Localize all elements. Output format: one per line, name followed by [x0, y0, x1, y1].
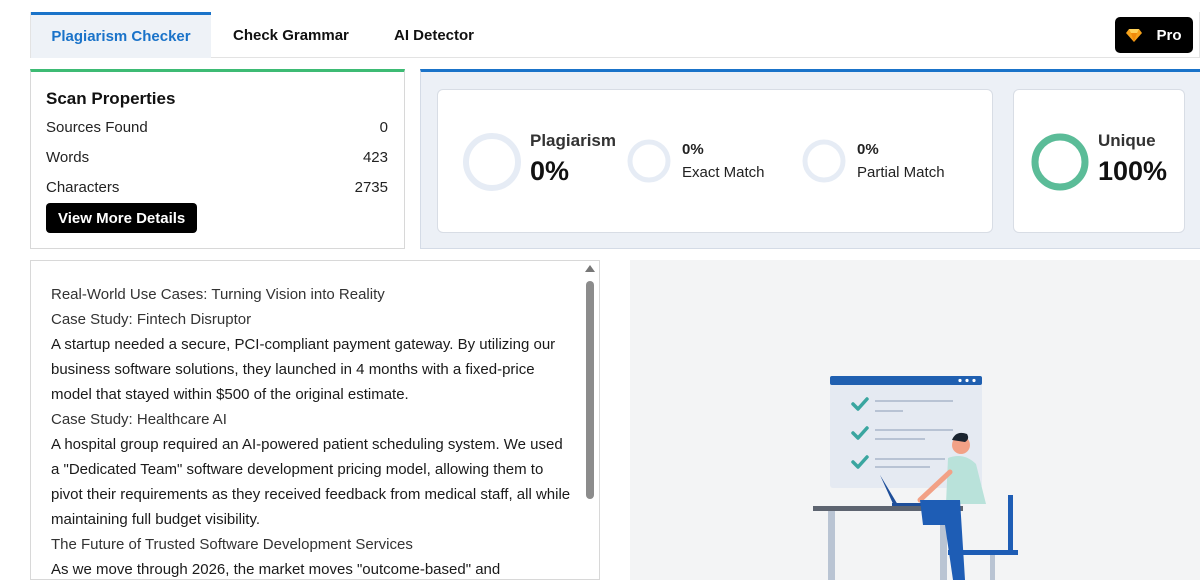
prop-row-words: Words 423 — [46, 149, 388, 166]
diamond-icon — [1126, 29, 1143, 42]
plagiarism-ring — [463, 133, 521, 191]
prop-row-sources: Sources Found 0 — [46, 119, 388, 136]
scan-properties-title: Scan Properties — [46, 89, 176, 108]
illustration-panel — [630, 260, 1200, 585]
text-content[interactable]: Real-World Use Cases: Turning Vision int… — [51, 282, 571, 579]
text-line: Case Study: Fintech Disruptor — [51, 311, 252, 328]
plagiarism-value: 0% — [530, 156, 570, 186]
scrollbar[interactable] — [583, 263, 597, 579]
prop-label: Sources Found — [46, 119, 148, 136]
prop-value: 423 — [362, 149, 388, 166]
text-line: As we move through 2026, the market move… — [51, 561, 501, 578]
exact-match-label: Exact Match — [682, 164, 765, 181]
plagiarism-card: Plagiarism 0% 0% Exact Match 0% Partial … — [437, 89, 993, 233]
text-line: A startup needed a secure, PCI-compliant… — [51, 336, 556, 403]
prop-value: 0 — [379, 119, 388, 136]
unique-label: Unique — [1098, 131, 1156, 150]
partial-match-label: Partial Match — [857, 164, 945, 181]
view-more-details-button[interactable]: View More Details — [46, 203, 198, 233]
tab-check-grammar[interactable]: Check Grammar — [233, 26, 349, 44]
text-line: The Future of Trusted Software Developme… — [51, 536, 413, 553]
unique-ring — [1031, 133, 1089, 191]
prop-row-characters: Characters 2735 — [46, 179, 388, 196]
text-line: Case Study: Healthcare AI — [51, 411, 227, 428]
tab-ai-detector[interactable]: AI Detector — [394, 26, 475, 44]
checklist-illustration — [813, 376, 1018, 585]
unique-value: 100% — [1098, 156, 1168, 186]
prop-label: Characters — [46, 179, 120, 196]
scan-properties-panel: Scan Properties Sources Found 0 Words 42… — [30, 69, 405, 249]
pro-button[interactable]: Pro — [1115, 17, 1193, 53]
exact-match-ring — [627, 139, 671, 183]
scroll-thumb[interactable] — [586, 281, 594, 499]
partial-match-ring — [802, 139, 846, 183]
prop-value: 2735 — [354, 179, 388, 196]
tab-bar: Plagiarism Checker Check Grammar AI Dete… — [30, 12, 1200, 58]
exact-match-value: 0% — [682, 141, 704, 158]
tab-plagiarism-checker[interactable]: Plagiarism Checker — [31, 12, 211, 58]
text-line: Real-World Use Cases: Turning Vision int… — [51, 286, 385, 303]
results-panel: Plagiarism 0% 0% Exact Match 0% Partial … — [420, 69, 1200, 249]
text-input-panel[interactable]: Real-World Use Cases: Turning Vision int… — [30, 260, 600, 580]
partial-match-value: 0% — [857, 141, 879, 158]
text-line: A hospital group required an AI-powered … — [51, 436, 571, 528]
pro-label: Pro — [1156, 26, 1182, 44]
scroll-up-arrow-icon[interactable] — [585, 265, 595, 272]
unique-card: Unique 100% — [1013, 89, 1185, 233]
plagiarism-label: Plagiarism — [530, 131, 616, 150]
prop-label: Words — [46, 149, 90, 166]
